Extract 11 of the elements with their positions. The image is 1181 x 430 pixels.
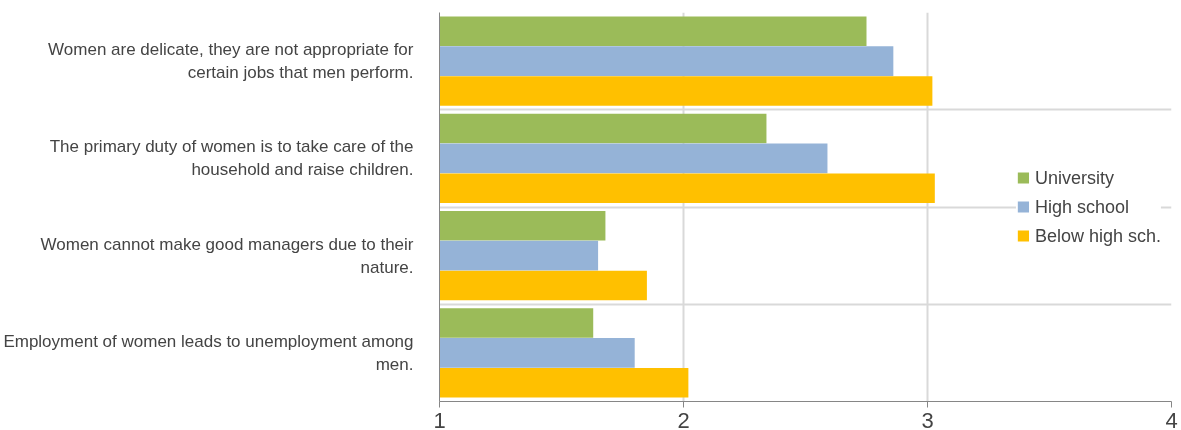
x-tick-label: 3 — [921, 407, 934, 430]
y-tick-label: Women cannot make good managers due to their nature. — [40, 234, 414, 277]
y-tick-label: Employment of women leads to unemployment among men. — [3, 331, 414, 374]
y-tick-label: Women are delicate, they are not appropriate for certain jobs that men perform. — [48, 40, 414, 83]
legend-label: Below high sch. — [1034, 225, 1161, 246]
y-tick-label: The primary duty of women is to take care of the household and raise children. — [49, 137, 414, 180]
x-tick-label: 4 — [1165, 407, 1178, 430]
x-tick-label: 2 — [677, 407, 690, 430]
legend-label: University — [1034, 167, 1114, 188]
legend-label: High school — [1034, 196, 1129, 217]
x-tick-label: 1 — [433, 407, 446, 430]
